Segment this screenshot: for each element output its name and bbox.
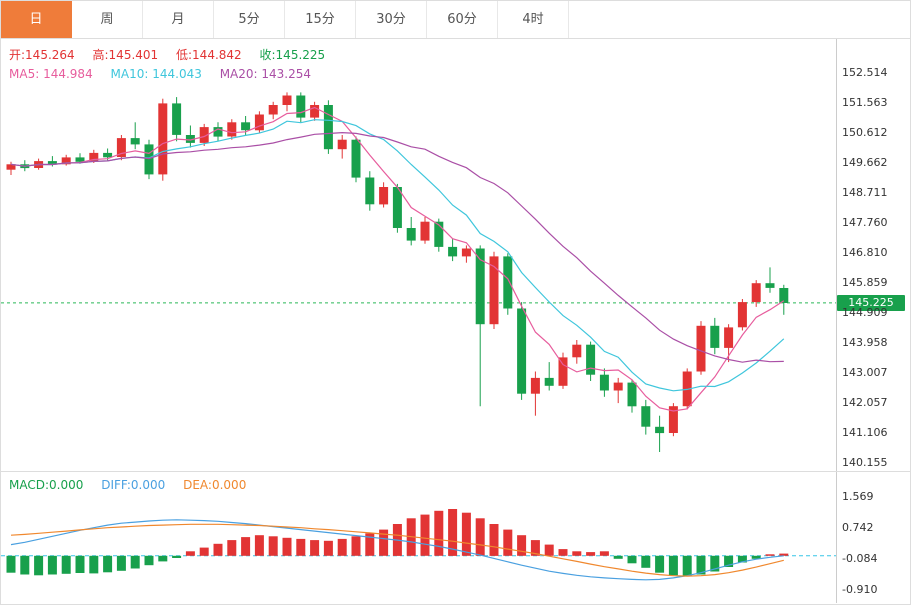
macd-axis-label: 0.742 (842, 521, 874, 534)
dea-value: DEA:0.000 (183, 478, 247, 492)
high-value: 高:145.401 (92, 48, 159, 62)
price-axis: 145.225 152.514 151.563 150.612 149.662 148.… (836, 39, 910, 471)
price-axis-label: 141.106 (842, 426, 888, 439)
tab-15min[interactable]: 15分 (285, 1, 356, 38)
tab-week[interactable]: 周 (72, 1, 143, 38)
tab-60min[interactable]: 60分 (427, 1, 498, 38)
price-chart-canvas[interactable] (1, 39, 836, 471)
current-price-tag: 145.225 (837, 294, 905, 311)
ma20-value: MA20: 143.254 (219, 67, 312, 81)
macd-value: MACD:0.000 (9, 478, 84, 492)
price-axis-label: 146.810 (842, 246, 888, 259)
macd-info: MACD:0.000 DIFF:0.000 DEA:0.000 (9, 477, 260, 493)
price-axis-label: 144.909 (842, 306, 888, 319)
price-axis-label: 143.958 (842, 336, 888, 349)
ohlc-info: 开:145.264 高:145.401 低:144.842 收:145.225 (9, 47, 339, 63)
macd-axis-label: 1.569 (842, 490, 874, 503)
macd-chart-canvas[interactable] (1, 472, 836, 604)
macd-pane: MACD:0.000 DIFF:0.000 DEA:0.000 1.569 0.7… (1, 471, 910, 603)
price-axis-label: 149.662 (842, 156, 888, 169)
close-value: 收:145.225 (259, 48, 326, 62)
tab-month[interactable]: 月 (143, 1, 214, 38)
ma-info: MA5: 144.984 MA10: 144.043 MA20: 143.254 (9, 66, 325, 82)
macd-axis: 1.569 0.742 -0.084 -0.910 (836, 472, 910, 603)
tab-day[interactable]: 日 (1, 1, 72, 38)
low-value: 低:144.842 (176, 48, 242, 62)
timeframe-tabbar: 日 周 月 5分 15分 30分 60分 4时 (1, 1, 910, 39)
price-axis-label: 152.514 (842, 66, 888, 79)
diff-value: DIFF:0.000 (101, 478, 166, 492)
ma5-value: MA5: 144.984 (9, 67, 93, 81)
price-axis-label: 140.155 (842, 456, 888, 469)
price-axis-label: 147.760 (842, 216, 888, 229)
tab-4hour[interactable]: 4时 (498, 1, 569, 38)
price-axis-label: 148.711 (842, 186, 888, 199)
tab-30min[interactable]: 30分 (356, 1, 427, 38)
open-value: 开:145.264 (9, 48, 75, 62)
price-axis-label: 142.057 (842, 396, 888, 409)
tab-5min[interactable]: 5分 (214, 1, 285, 38)
ma10-value: MA10: 144.043 (110, 67, 202, 81)
macd-axis-label: -0.910 (842, 583, 878, 596)
macd-axis-label: -0.084 (842, 552, 878, 565)
price-axis-label: 151.563 (842, 96, 888, 109)
price-chart-pane: 开:145.264 高:145.401 低:144.842 收:145.225 … (1, 39, 910, 471)
price-axis-label: 150.612 (842, 126, 888, 139)
price-axis-label: 145.859 (842, 276, 888, 289)
price-axis-label: 143.007 (842, 366, 888, 379)
